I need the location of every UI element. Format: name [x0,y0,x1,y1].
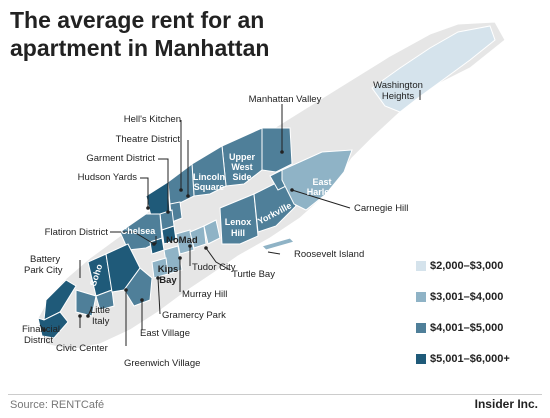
legend-label: $5,001–$6,000+ [430,353,510,365]
label-east-village: East Village [140,328,190,339]
label-civic-center: Civic Center [56,343,108,354]
legend-item: $4,001–$5,000 [416,320,510,336]
legend-swatch [416,323,426,333]
label-battery-park-city-1: Battery [30,254,60,265]
legend-item: $5,001–$6,000+ [416,351,510,367]
label-gramercy-park: Gramercy Park [162,310,226,321]
label-lincoln-square-2: Square [194,182,225,192]
source-prefix: Source: [10,399,51,411]
label-washington-heights-2: Heights [382,91,414,102]
legend-label: $4,001–$5,000 [430,322,504,334]
legend-swatch [416,292,426,302]
region-gramercy-park[interactable] [151,257,169,279]
label-upper-west-side-1: Upper [229,152,256,162]
label-manhattan-valley: Manhattan Valley [249,94,322,105]
region-little-italy[interactable] [95,289,115,311]
label-lenox-hill-2: Hill [231,228,245,238]
legend-swatch [416,354,426,364]
label-kips-bay-1: Kips [158,264,179,275]
label-lincoln-square-1: Lincoln [193,172,225,182]
label-washington-heights-1: Washington [373,80,423,91]
source-credit: Source: RENTCafé [10,399,104,411]
region-roosevelt-island[interactable] [261,237,295,251]
region-nomad[interactable] [161,225,177,245]
label-greenwich-village: Greenwich Village [124,358,200,369]
leader-lines [39,90,421,346]
region-tudor-city[interactable] [189,225,207,249]
label-financial-district-1: Financial [22,324,60,335]
leader-dots [42,150,294,332]
label-kips-bay-2: Bay [159,275,177,286]
label-flatiron-district: Flatiron District [45,227,109,238]
label-chelsea: Chelsea [121,226,157,236]
label-east-harlem-2: Harlem [307,187,338,197]
brand-logo: Insider Inc. [474,397,538,411]
footer-divider [8,394,542,395]
label-tudor-city: Tudor City [192,262,236,273]
source-name: RENTCafé [50,399,105,411]
region-east-village[interactable] [123,267,153,307]
label-carnegie-hill: Carnegie Hill [354,203,408,214]
label-little-italy-2: Italy [92,316,110,327]
legend: $2,000–$3,000 $3,001–$4,000 $4,001–$5,000 $… [416,258,510,382]
label-upper-west-side-3: Side [232,172,251,182]
label-battery-park-city-2: Park City [24,265,63,276]
region-financial-district[interactable] [37,311,69,339]
legend-item: $3,001–$4,000 [416,289,510,305]
label-hells-kitchen: Hell's Kitchen [124,114,181,125]
label-murray-hill: Murray Hill [182,289,227,300]
map-title: The average rent for an apartment in Man… [10,7,270,61]
legend-label: $2,000–$3,000 [430,260,504,272]
label-financial-district-2: District [24,335,53,346]
label-hudson-yards: Hudson Yards [78,172,138,183]
region-battery-park-city[interactable] [43,279,77,321]
legend-label: $3,001–$4,000 [430,291,504,303]
region-east-harlem[interactable] [281,149,353,211]
label-theatre-district: Theatre District [116,134,181,145]
legend-item: $2,000–$3,000 [416,258,510,274]
label-east-harlem-1: East [312,177,331,187]
label-upper-west-side-2: West [231,162,252,172]
label-garment-district: Garment District [86,153,155,164]
label-lenox-hill-1: Lenox [225,217,252,227]
region-manhattan-valley[interactable] [261,127,293,173]
region-lenox-hill[interactable] [219,193,259,245]
region-turtle-bay[interactable] [203,219,221,245]
label-nomad: NoMad [166,235,198,246]
region-washington-heights[interactable] [371,25,496,113]
legend-swatch [416,261,426,271]
label-turtle-bay: Turtle Bay [232,269,275,280]
label-roosevelt-island: Roosevelt Island [294,249,364,260]
label-little-italy-1: Little [90,305,110,316]
